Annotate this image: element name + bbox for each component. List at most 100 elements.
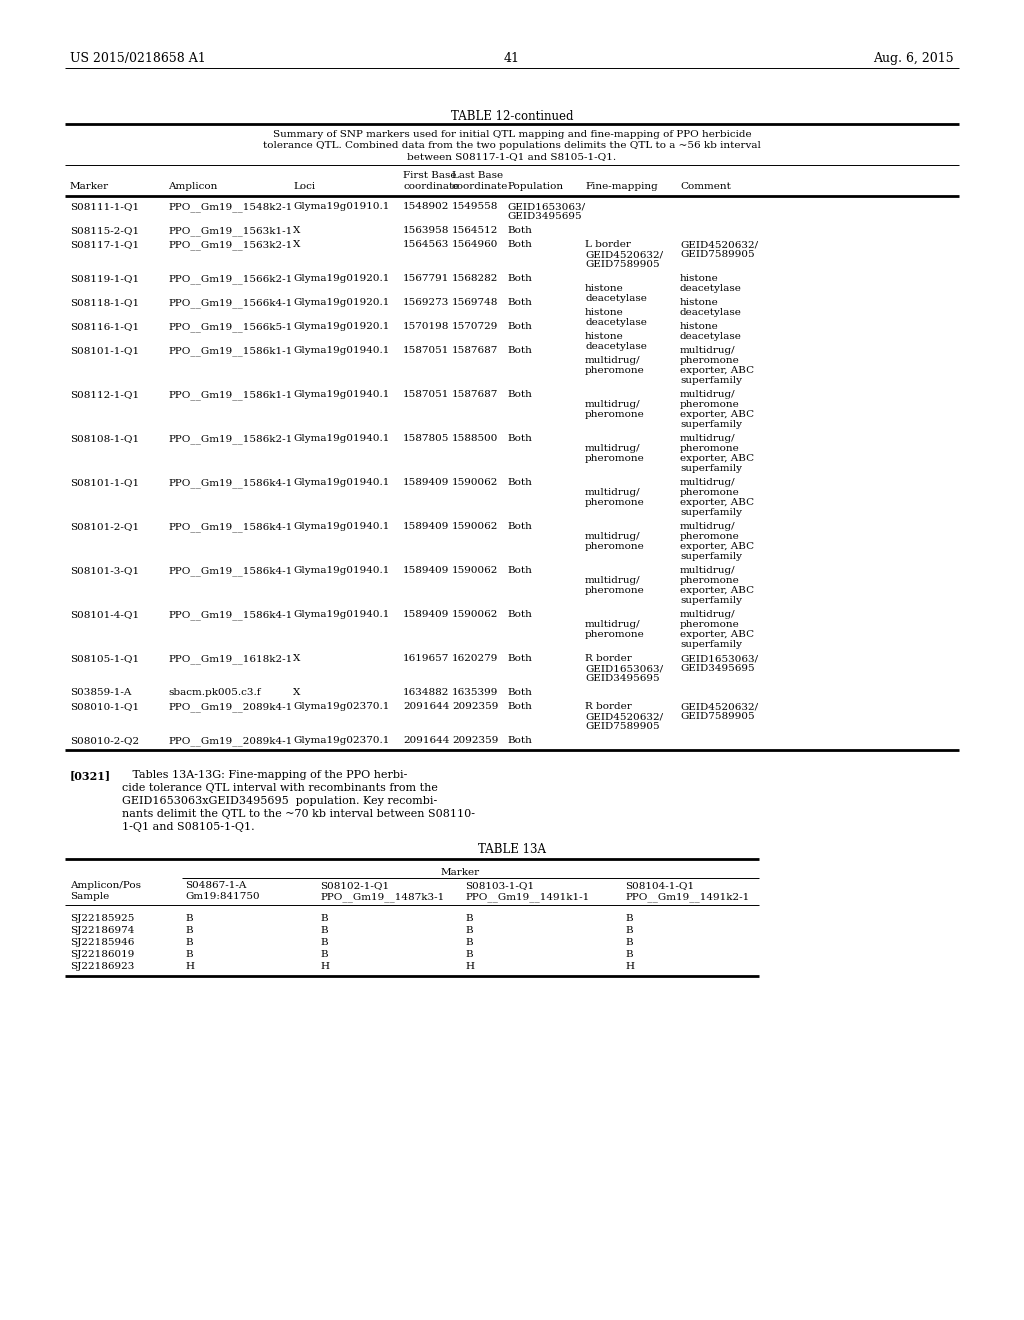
Text: B: B: [319, 913, 328, 923]
Text: Glyma19g01940.1: Glyma19g01940.1: [293, 610, 389, 619]
Text: GEID4520632/: GEID4520632/: [585, 249, 664, 259]
Text: superfamily: superfamily: [680, 597, 742, 605]
Text: Loci: Loci: [293, 182, 315, 191]
Text: superfamily: superfamily: [680, 420, 742, 429]
Text: 1548902: 1548902: [403, 202, 450, 211]
Text: GEID1653063/: GEID1653063/: [585, 664, 664, 673]
Text: 1-Q1 and S08105-1-Q1.: 1-Q1 and S08105-1-Q1.: [122, 822, 255, 832]
Text: H: H: [185, 962, 194, 972]
Text: pheromone: pheromone: [585, 586, 645, 595]
Text: multidrug/: multidrug/: [680, 434, 735, 444]
Text: 1620279: 1620279: [452, 653, 499, 663]
Text: coordinate: coordinate: [403, 182, 460, 191]
Text: PPO__Gm19__1586k1-1: PPO__Gm19__1586k1-1: [168, 389, 292, 400]
Text: Both: Both: [507, 389, 531, 399]
Text: 1590062: 1590062: [452, 566, 499, 576]
Text: PPO__Gm19__1563k2-1: PPO__Gm19__1563k2-1: [168, 240, 292, 249]
Text: histone: histone: [680, 298, 719, 308]
Text: Glyma19g01940.1: Glyma19g01940.1: [293, 566, 389, 576]
Text: histone: histone: [680, 275, 719, 282]
Text: PPO__Gm19__1586k1-1: PPO__Gm19__1586k1-1: [168, 346, 292, 355]
Text: TABLE 12-continued: TABLE 12-continued: [451, 110, 573, 123]
Text: Both: Both: [507, 653, 531, 663]
Text: 1590062: 1590062: [452, 610, 499, 619]
Text: multidrug/: multidrug/: [680, 389, 735, 399]
Text: nants delimit the QTL to the ~70 kb interval between S08110-: nants delimit the QTL to the ~70 kb inte…: [122, 809, 475, 818]
Text: S08101-2-Q1: S08101-2-Q1: [70, 521, 139, 531]
Text: multidrug/: multidrug/: [585, 488, 641, 498]
Text: Both: Both: [507, 226, 531, 235]
Text: 1564960: 1564960: [452, 240, 499, 249]
Text: TABLE 13A: TABLE 13A: [478, 843, 546, 855]
Text: Glyma19g01920.1: Glyma19g01920.1: [293, 322, 389, 331]
Text: pheromone: pheromone: [680, 444, 739, 453]
Text: B: B: [625, 927, 633, 935]
Text: PPO__Gm19__1586k2-1: PPO__Gm19__1586k2-1: [168, 434, 292, 444]
Text: deacetylase: deacetylase: [585, 318, 647, 327]
Text: First Base: First Base: [403, 172, 457, 180]
Text: multidrug/: multidrug/: [585, 576, 641, 585]
Text: exporter, ABC: exporter, ABC: [680, 586, 754, 595]
Text: S08101-1-Q1: S08101-1-Q1: [70, 346, 139, 355]
Text: S08116-1-Q1: S08116-1-Q1: [70, 322, 139, 331]
Text: Sample: Sample: [70, 892, 110, 902]
Text: Glyma19g01940.1: Glyma19g01940.1: [293, 346, 389, 355]
Text: exporter, ABC: exporter, ABC: [680, 630, 754, 639]
Text: multidrug/: multidrug/: [585, 400, 641, 409]
Text: Both: Both: [507, 275, 531, 282]
Text: exporter, ABC: exporter, ABC: [680, 454, 754, 463]
Text: PPO__Gm19__1491k2-1: PPO__Gm19__1491k2-1: [625, 892, 750, 902]
Text: 1563958: 1563958: [403, 226, 450, 235]
Text: 2091644: 2091644: [403, 702, 450, 711]
Text: Both: Both: [507, 737, 531, 744]
Text: Both: Both: [507, 702, 531, 711]
Text: 1635399: 1635399: [452, 688, 499, 697]
Text: S08102-1-Q1: S08102-1-Q1: [319, 880, 389, 890]
Text: GEID7589905: GEID7589905: [680, 249, 755, 259]
Text: histone: histone: [585, 333, 624, 341]
Text: Marker: Marker: [70, 182, 110, 191]
Text: pheromone: pheromone: [680, 532, 739, 541]
Text: SJ22186019: SJ22186019: [70, 950, 134, 960]
Text: 1549558: 1549558: [452, 202, 499, 211]
Text: 1568282: 1568282: [452, 275, 499, 282]
Text: 1634882: 1634882: [403, 688, 450, 697]
Text: Both: Both: [507, 434, 531, 444]
Text: pheromone: pheromone: [680, 356, 739, 366]
Text: cide tolerance QTL interval with recombinants from the: cide tolerance QTL interval with recombi…: [122, 783, 438, 793]
Text: S08112-1-Q1: S08112-1-Q1: [70, 389, 139, 399]
Text: pheromone: pheromone: [680, 576, 739, 585]
Text: Both: Both: [507, 521, 531, 531]
Text: 2092359: 2092359: [452, 737, 499, 744]
Text: 1587687: 1587687: [452, 346, 499, 355]
Text: 1567791: 1567791: [403, 275, 450, 282]
Text: PPO__Gm19__2089k4-1: PPO__Gm19__2089k4-1: [168, 702, 292, 711]
Text: B: B: [465, 939, 473, 946]
Text: B: B: [465, 950, 473, 960]
Text: H: H: [625, 962, 634, 972]
Text: Glyma19g01940.1: Glyma19g01940.1: [293, 389, 389, 399]
Text: superfamily: superfamily: [680, 465, 742, 473]
Text: 41: 41: [504, 51, 520, 65]
Text: S08117-1-Q1: S08117-1-Q1: [70, 240, 139, 249]
Text: Glyma19g01920.1: Glyma19g01920.1: [293, 275, 389, 282]
Text: S08101-4-Q1: S08101-4-Q1: [70, 610, 139, 619]
Text: multidrug/: multidrug/: [680, 521, 735, 531]
Text: S08010-2-Q2: S08010-2-Q2: [70, 737, 139, 744]
Text: B: B: [185, 927, 193, 935]
Text: 1587051: 1587051: [403, 346, 450, 355]
Text: 1589409: 1589409: [403, 478, 450, 487]
Text: pheromone: pheromone: [585, 411, 645, 418]
Text: Amplicon/Pos: Amplicon/Pos: [70, 880, 141, 890]
Text: B: B: [185, 950, 193, 960]
Text: histone: histone: [585, 284, 624, 293]
Text: exporter, ABC: exporter, ABC: [680, 366, 754, 375]
Text: GEID4520632/: GEID4520632/: [680, 702, 758, 711]
Text: tolerance QTL. Combined data from the two populations delimits the QTL to a ~56 : tolerance QTL. Combined data from the tw…: [263, 141, 761, 150]
Text: 1590062: 1590062: [452, 478, 499, 487]
Text: superfamily: superfamily: [680, 376, 742, 385]
Text: B: B: [465, 913, 473, 923]
Text: S08101-1-Q1: S08101-1-Q1: [70, 478, 139, 487]
Text: 1589409: 1589409: [403, 521, 450, 531]
Text: X: X: [293, 240, 300, 249]
